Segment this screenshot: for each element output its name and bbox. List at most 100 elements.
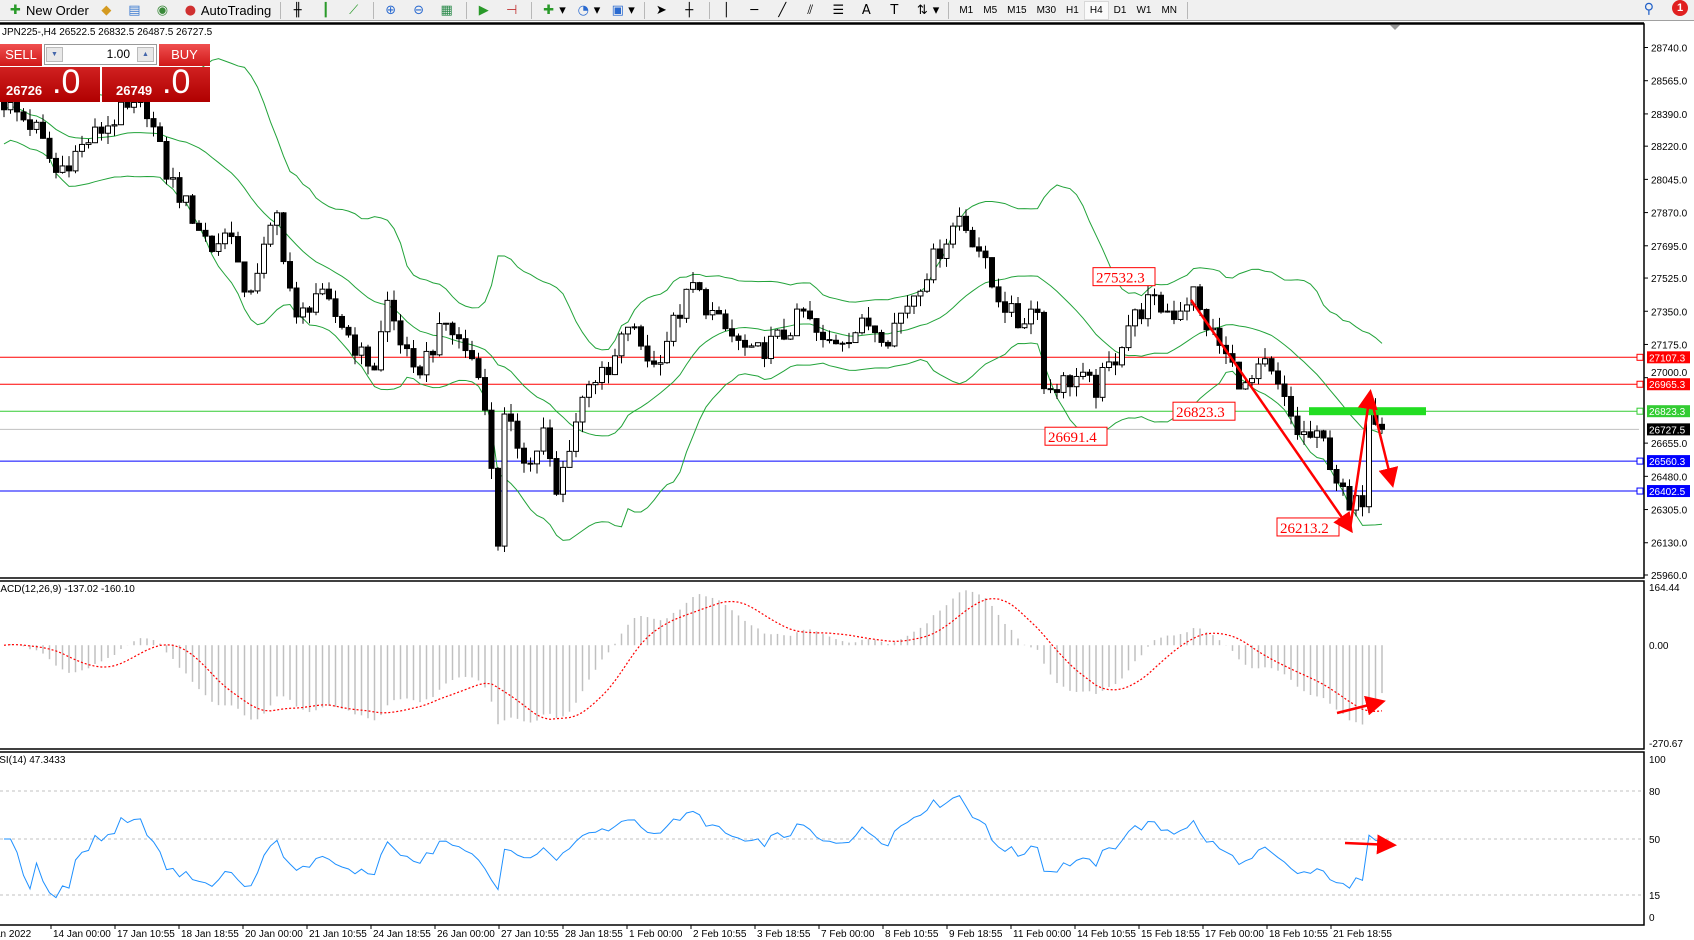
templates-button[interactable]: ▣ ▾ <box>611 2 635 18</box>
candle <box>423 341 430 383</box>
candle <box>1255 358 1262 385</box>
candle <box>1327 430 1333 471</box>
candle <box>969 226 976 248</box>
crosshair-button[interactable]: ┼ <box>678 1 704 20</box>
candle <box>59 155 66 174</box>
candle <box>924 273 930 294</box>
candle <box>651 350 657 368</box>
timeframe-m1[interactable]: M1 <box>959 4 974 16</box>
candle-body <box>183 195 189 203</box>
auto-scroll-button[interactable]: ▶ <box>472 1 498 20</box>
candle <box>1151 288 1158 306</box>
candle <box>1028 300 1034 335</box>
channel-button[interactable]: ⫽ <box>799 1 825 20</box>
candle-body <box>1268 358 1275 372</box>
candle-body <box>150 118 157 128</box>
candle-body <box>287 261 293 289</box>
timeframe-h1[interactable]: H1 <box>1066 4 1079 16</box>
candle-body <box>59 165 66 173</box>
vertical-line-icon: │ <box>722 2 731 18</box>
new-order-button[interactable]: ✚ New Order <box>4 1 93 20</box>
candle-body <box>534 450 540 465</box>
candlestick-icon: ┃ <box>321 2 330 18</box>
text-button[interactable]: A <box>855 1 881 20</box>
divider <box>708 1 710 19</box>
signal-icon: ◉ <box>156 2 169 18</box>
candle-body <box>1314 430 1320 438</box>
buy-button[interactable]: BUY <box>159 44 210 66</box>
candle <box>404 336 410 357</box>
candle <box>417 364 423 379</box>
candle <box>1060 372 1067 399</box>
signals-button[interactable]: ◉ <box>151 1 177 20</box>
notification-badge[interactable]: 1 <box>1672 0 1688 16</box>
candle-body <box>586 384 592 398</box>
vertical-line-button[interactable]: │ <box>715 1 741 20</box>
candle <box>930 243 937 284</box>
lot-decrease-button[interactable]: ▼ <box>46 47 63 62</box>
buy-price[interactable]: 26749 .0 <box>102 63 210 102</box>
chart-shift-button[interactable]: ⊣ <box>500 1 526 20</box>
horizontal-line-button[interactable]: ─ <box>743 1 769 20</box>
timeframe-mn[interactable]: MN <box>1161 4 1177 16</box>
periods-button[interactable]: ◔ ▾ <box>577 2 601 18</box>
lot-size-input[interactable]: 1.00 <box>44 44 157 65</box>
search-icon[interactable]: ⚲ <box>1643 1 1654 17</box>
candle-body <box>261 243 267 274</box>
history-button[interactable]: ▤ <box>123 1 149 20</box>
bar-chart-button[interactable]: ╫ <box>286 1 312 20</box>
price-level-label: 27107.3 <box>1649 353 1686 364</box>
trendline-button[interactable]: ╱ <box>771 1 797 20</box>
price-annotation: 26823.3 <box>1176 405 1225 421</box>
candle <box>397 314 404 354</box>
candle <box>495 467 501 551</box>
candle <box>40 114 46 139</box>
text-label-button[interactable]: T <box>883 1 909 20</box>
metaeditor-button[interactable]: ◆ <box>95 1 121 20</box>
candle <box>319 283 326 296</box>
fibonacci-button[interactable]: ☰ <box>827 1 853 20</box>
candle <box>53 152 59 179</box>
candle-chart-button[interactable]: ┃ <box>314 1 340 20</box>
autotrading-button[interactable]: ● AutoTrading <box>179 1 275 20</box>
candle-body <box>352 334 358 356</box>
arrows-button[interactable]: ⇅ ▾ <box>911 1 944 20</box>
lot-increase-button[interactable]: ▲ <box>137 47 154 62</box>
zoom-out-button[interactable]: ⊖ <box>407 1 433 20</box>
zoom-in-button[interactable]: ⊕ <box>379 1 405 20</box>
sell-price[interactable]: 26726 .0 <box>0 63 100 102</box>
candle <box>358 342 365 365</box>
candle <box>176 172 183 209</box>
candle <box>1002 291 1008 324</box>
line-chart-button[interactable]: ⟋ <box>342 1 368 20</box>
candle <box>638 324 644 350</box>
indicators-button[interactable]: ✚ ▾ <box>537 1 570 20</box>
candle-body <box>1138 309 1145 320</box>
timeframe-h4[interactable]: H4 <box>1083 0 1109 20</box>
timeframe-m30[interactable]: M30 <box>1036 4 1057 16</box>
rsi-label: RSI(14) 47.3433 <box>0 755 66 766</box>
candle-body <box>131 101 137 108</box>
candle-body <box>196 222 202 231</box>
candle <box>865 307 872 331</box>
candle <box>586 380 592 408</box>
candle-body <box>787 335 794 340</box>
sell-button[interactable]: SELL <box>0 44 42 66</box>
timeframe-m5[interactable]: M5 <box>983 4 998 16</box>
price-tick-label: 28220.0 <box>1651 142 1688 153</box>
candle-body <box>228 232 235 238</box>
candle-body <box>1125 325 1132 349</box>
timeframe-w1[interactable]: W1 <box>1136 4 1152 16</box>
candle <box>573 413 579 458</box>
timeframe-d1[interactable]: D1 <box>1113 4 1127 16</box>
tile-windows-button[interactable]: ▦ <box>435 1 461 20</box>
candle-body <box>690 282 696 290</box>
candle <box>748 343 755 348</box>
candle <box>1333 464 1340 491</box>
rsi-tick-label: 100 <box>1649 755 1666 766</box>
candle <box>228 221 235 245</box>
cursor-button[interactable]: ➤ <box>650 1 676 20</box>
timeframe-m15[interactable]: M15 <box>1007 4 1027 16</box>
trend-arrow <box>1189 299 1353 534</box>
